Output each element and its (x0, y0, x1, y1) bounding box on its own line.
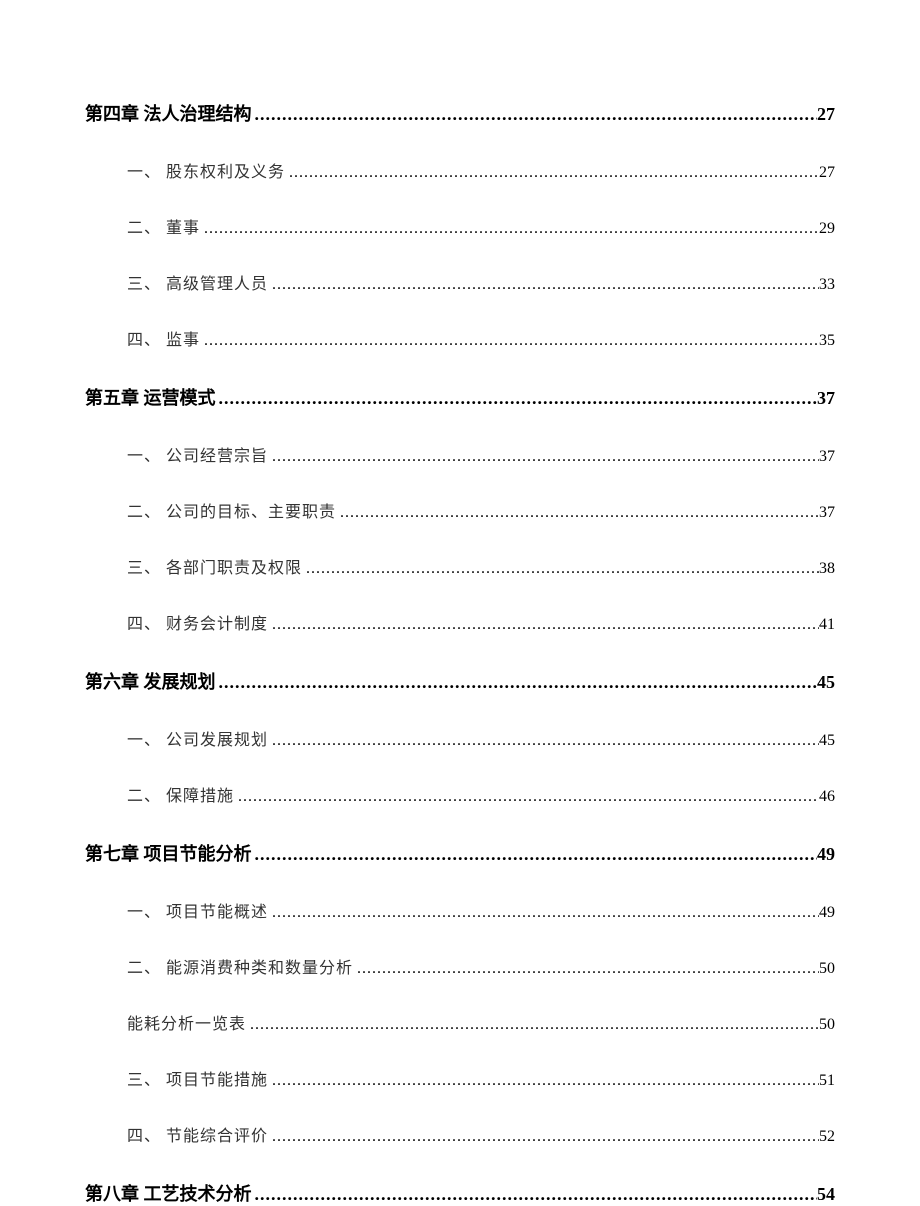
toc-section-title: 二、 保障措施 (127, 782, 234, 806)
toc-section-entry: 能耗分析一览表 ................................… (127, 1010, 835, 1034)
toc-dot-leader: ........................................… (200, 332, 819, 350)
toc-section-title: 一、 股东权利及义务 (127, 158, 285, 182)
toc-section-entry: 二、 公司的目标、主要职责 ..........................… (127, 498, 835, 522)
toc-section-page: 45 (819, 732, 835, 750)
toc-dot-leader: ........................................… (268, 616, 819, 634)
toc-section-entry: 一、 公司发展规划 ..............................… (127, 726, 835, 750)
toc-section-page: 33 (819, 276, 835, 294)
toc-section-page: 46 (819, 788, 835, 806)
toc-dot-leader: ........................................… (216, 388, 818, 409)
table-of-contents: 第四章 法人治理结构 .............................… (85, 100, 835, 1206)
toc-section-title: 二、 董事 (127, 214, 200, 238)
toc-section-page: 51 (819, 1072, 835, 1090)
toc-section-title: 能耗分析一览表 (127, 1010, 246, 1034)
toc-chapter-page: 27 (817, 104, 835, 125)
toc-section-page: 49 (819, 904, 835, 922)
toc-section-page: 37 (819, 504, 835, 522)
toc-dot-leader: ........................................… (252, 104, 818, 125)
toc-dot-leader: ........................................… (268, 1128, 819, 1146)
toc-section-entry: 四、 监事 ..................................… (127, 326, 835, 350)
toc-chapter-page: 45 (817, 672, 835, 693)
toc-section-entry: 一、 项目节能概述 ..............................… (127, 898, 835, 922)
toc-section-title: 二、 能源消费种类和数量分析 (127, 954, 353, 978)
toc-section-title: 三、 各部门职责及权限 (127, 554, 302, 578)
toc-section-entry: 一、 股东权利及义务 .............................… (127, 158, 835, 182)
toc-dot-leader: ........................................… (302, 560, 819, 578)
toc-section-title: 一、 项目节能概述 (127, 898, 268, 922)
toc-dot-leader: ........................................… (268, 276, 819, 294)
toc-section-title: 一、 公司发展规划 (127, 726, 268, 750)
toc-section-page: 35 (819, 332, 835, 350)
toc-dot-leader: ........................................… (336, 504, 819, 522)
toc-section-entry: 三、 高级管理人员 ..............................… (127, 270, 835, 294)
toc-section-title: 四、 节能综合评价 (127, 1122, 268, 1146)
toc-section-entry: 三、 各部门职责及权限 ............................… (127, 554, 835, 578)
toc-section-page: 52 (819, 1128, 835, 1146)
toc-section-page: 37 (819, 448, 835, 466)
toc-section-page: 29 (819, 220, 835, 238)
toc-chapter-entry: 第五章 运营模式 ...............................… (85, 384, 835, 410)
toc-dot-leader: ........................................… (268, 904, 819, 922)
toc-chapter-title: 第七章 项目节能分析 (85, 840, 252, 866)
toc-dot-leader: ........................................… (353, 960, 819, 978)
toc-chapter-entry: 第七章 项目节能分析 .............................… (85, 840, 835, 866)
toc-section-page: 27 (819, 164, 835, 182)
toc-chapter-title: 第五章 运营模式 (85, 384, 216, 410)
toc-section-title: 四、 监事 (127, 326, 200, 350)
toc-chapter-title: 第四章 法人治理结构 (85, 100, 252, 126)
toc-chapter-title: 第六章 发展规划 (85, 668, 216, 694)
toc-section-title: 一、 公司经营宗旨 (127, 442, 268, 466)
toc-chapter-entry: 第六章 发展规划 ...............................… (85, 668, 835, 694)
toc-section-page: 50 (819, 960, 835, 978)
toc-section-page: 41 (819, 616, 835, 634)
toc-section-entry: 二、 能源消费种类和数量分析 .........................… (127, 954, 835, 978)
toc-dot-leader: ........................................… (246, 1016, 819, 1034)
toc-section-entry: 一、 公司经营宗旨 ..............................… (127, 442, 835, 466)
toc-dot-leader: ........................................… (268, 732, 819, 750)
toc-dot-leader: ........................................… (234, 788, 819, 806)
toc-section-page: 50 (819, 1016, 835, 1034)
toc-chapter-entry: 第四章 法人治理结构 .............................… (85, 100, 835, 126)
toc-dot-leader: ........................................… (216, 672, 818, 693)
toc-section-title: 四、 财务会计制度 (127, 610, 268, 634)
toc-dot-leader: ........................................… (252, 1184, 818, 1205)
toc-section-page: 38 (819, 560, 835, 578)
toc-section-title: 三、 项目节能措施 (127, 1066, 268, 1090)
toc-dot-leader: ........................................… (285, 164, 819, 182)
toc-chapter-page: 54 (817, 1184, 835, 1205)
toc-section-title: 三、 高级管理人员 (127, 270, 268, 294)
toc-dot-leader: ........................................… (252, 844, 818, 865)
toc-chapter-page: 49 (817, 844, 835, 865)
toc-dot-leader: ........................................… (200, 220, 819, 238)
toc-section-entry: 三、 项目节能措施 ..............................… (127, 1066, 835, 1090)
toc-section-entry: 四、 财务会计制度 ..............................… (127, 610, 835, 634)
toc-section-entry: 二、 董事 ..................................… (127, 214, 835, 238)
toc-section-entry: 二、 保障措施 ................................… (127, 782, 835, 806)
toc-dot-leader: ........................................… (268, 1072, 819, 1090)
toc-section-title: 二、 公司的目标、主要职责 (127, 498, 336, 522)
toc-chapter-entry: 第八章 工艺技术分析 .............................… (85, 1180, 835, 1206)
toc-dot-leader: ........................................… (268, 448, 819, 466)
toc-section-entry: 四、 节能综合评价 ..............................… (127, 1122, 835, 1146)
toc-chapter-page: 37 (817, 388, 835, 409)
toc-chapter-title: 第八章 工艺技术分析 (85, 1180, 252, 1206)
